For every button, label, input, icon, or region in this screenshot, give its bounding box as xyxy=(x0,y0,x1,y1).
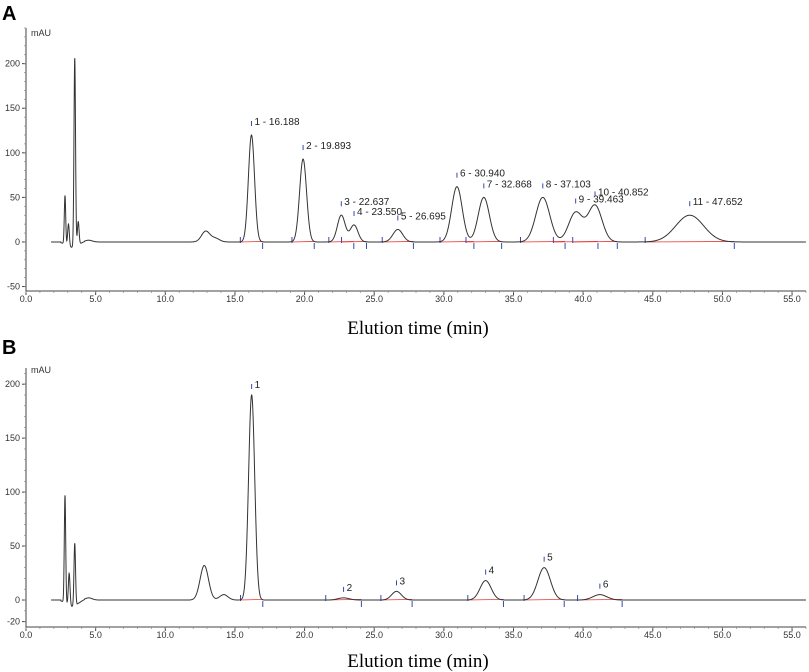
chart-panel-b: -20 0 50 100 150 200 0.0 5.0 10.0 15.0 20.0 25.0 30.… xyxy=(5,368,807,640)
peak-label: 6 xyxy=(603,580,609,591)
integration-baseline xyxy=(341,241,367,243)
x-tick-label: 15.0 xyxy=(226,630,244,640)
peak-label: 6 - 30.940 xyxy=(460,169,505,180)
integration-baseline xyxy=(240,241,263,243)
x-tick-label: 20.0 xyxy=(296,294,314,304)
x-tick-label: 20.0 xyxy=(296,630,314,640)
x-tick-label: 55.0 xyxy=(783,630,801,640)
x-tick-label: 15.0 xyxy=(226,294,244,304)
y-tick-label: -20 xyxy=(7,617,20,627)
peak-label: 1 xyxy=(255,380,261,391)
x-tick-label: 5.0 xyxy=(89,630,102,640)
y-unit-label-b: mAU xyxy=(31,365,51,375)
panel-letter-b: B xyxy=(2,337,16,359)
integration-baseline xyxy=(240,598,263,601)
x-tick-label: 30.0 xyxy=(435,294,453,304)
chart-panel-a: -50 0 50 100 150 200 0.0 5.0 10.0 15.0 20.0 25.0 30.… xyxy=(5,27,807,304)
x-tick-label: 50.0 xyxy=(714,630,732,640)
peak-label: 5 xyxy=(547,553,553,564)
x-tick-label: 10.0 xyxy=(157,294,175,304)
y-tick-label: 100 xyxy=(5,148,20,158)
y-tick-label: 0 xyxy=(15,237,20,247)
integration-baseline xyxy=(645,241,735,243)
x-tick-label: 30.0 xyxy=(435,630,453,640)
y-tick-label: 50 xyxy=(10,192,20,202)
x-tick-label: 40.0 xyxy=(574,630,592,640)
x-tick-label: 40.0 xyxy=(574,294,592,304)
chromatogram-trace xyxy=(51,393,806,607)
panel-letter-a: A xyxy=(2,3,16,25)
y-tick-label: 200 xyxy=(5,59,20,69)
integration-baseline xyxy=(465,241,502,243)
x-tick-label: 50.0 xyxy=(714,294,732,304)
peak-label: 11 - 47.652 xyxy=(693,197,743,208)
x-tick-label: 5.0 xyxy=(89,294,102,304)
peak-label: 2 - 19.893 xyxy=(306,141,351,152)
y-tick-label: 100 xyxy=(5,487,20,497)
chromatogram-trace xyxy=(51,58,806,248)
peak-label: 8 - 37.103 xyxy=(546,179,591,190)
x-tick-label: 45.0 xyxy=(644,630,662,640)
peak-label: 9 - 39.463 xyxy=(579,195,624,206)
y-tick-label: 150 xyxy=(5,433,20,443)
x-axis-label-b: Elution time (min) xyxy=(347,651,488,672)
y-tick-label: 200 xyxy=(5,379,20,389)
x-tick-label: 55.0 xyxy=(783,294,801,304)
peak-label: 5 - 26.695 xyxy=(401,211,446,222)
peak-label: 10 - 40.852 xyxy=(598,187,649,198)
x-tick-label: 10.0 xyxy=(157,630,175,640)
x-tick-label: 25.0 xyxy=(365,294,383,304)
integration-baseline xyxy=(440,241,474,243)
peak-label: 1 - 16.188 xyxy=(254,117,299,128)
peak-label: 4 xyxy=(489,566,495,577)
x-axis-label-a: Elution time (min) xyxy=(347,318,488,339)
integration-baseline xyxy=(572,241,618,243)
integration-baseline xyxy=(467,598,504,601)
y-tick-label: 0 xyxy=(15,595,20,605)
integration-baseline xyxy=(382,241,414,243)
x-tick-label: 35.0 xyxy=(505,630,523,640)
x-tick-label: 35.0 xyxy=(505,294,523,304)
y-tick-label: -50 xyxy=(7,282,20,292)
peak-label: 2 xyxy=(347,583,353,594)
y-tick-label: 50 xyxy=(10,541,20,551)
integration-baseline xyxy=(524,598,565,601)
y-unit-label-a: mAU xyxy=(31,28,51,38)
x-tick-label: 45.0 xyxy=(644,294,662,304)
x-tick-label: 25.0 xyxy=(365,630,383,640)
peak-label: 3 - 22.637 xyxy=(344,197,389,208)
integration-baseline xyxy=(291,241,315,243)
x-tick-label: 0.0 xyxy=(20,630,33,640)
peak-label: 4 - 23.550 xyxy=(357,207,402,218)
x-tick-label: 0.0 xyxy=(20,294,33,304)
y-tick-label: 150 xyxy=(5,103,20,113)
peak-label: 3 xyxy=(400,576,406,587)
peak-label: 7 - 32.868 xyxy=(487,179,532,190)
